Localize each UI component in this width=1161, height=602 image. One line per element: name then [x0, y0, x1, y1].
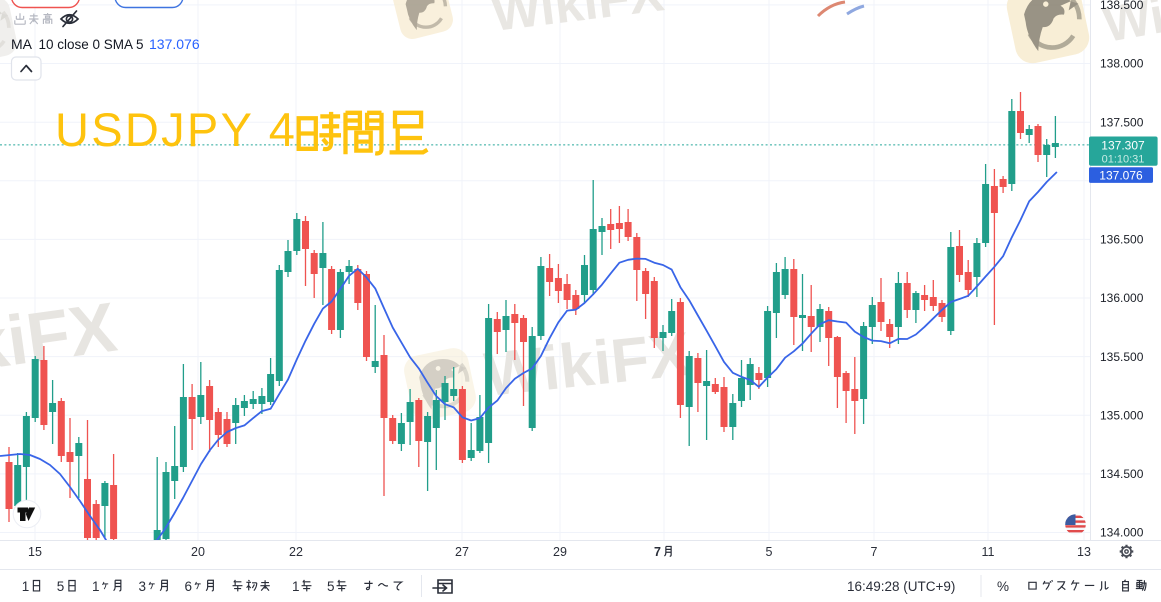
svg-text:135.000: 135.000	[1100, 408, 1144, 422]
svg-text:6: 6	[185, 579, 193, 594]
svg-text:137.500: 137.500	[1100, 115, 1144, 129]
svg-text:135.500: 135.500	[1100, 350, 1144, 364]
svg-text:1: 1	[22, 579, 30, 594]
svg-text:1: 1	[292, 579, 300, 594]
svg-text:5: 5	[766, 545, 773, 559]
svg-text:27: 27	[455, 545, 469, 559]
svg-text:MA: MA	[11, 36, 33, 52]
svg-text:22: 22	[289, 545, 303, 559]
svg-text:11: 11	[982, 545, 995, 559]
svg-text:134.000: 134.000	[1100, 526, 1144, 540]
svg-text:29: 29	[553, 545, 567, 559]
svg-text:138.000: 138.000	[1100, 57, 1144, 71]
svg-text:7: 7	[871, 545, 878, 559]
svg-text:15: 15	[28, 545, 42, 559]
svg-text:5: 5	[57, 579, 65, 594]
svg-text:134.500: 134.500	[1100, 467, 1144, 481]
svg-text:5: 5	[327, 579, 335, 594]
svg-text:WikiFX: WikiFX	[1099, 0, 1161, 53]
svg-text:20: 20	[191, 545, 205, 559]
svg-text:USDJPY 4: USDJPY 4	[55, 103, 297, 156]
svg-text:136.500: 136.500	[1100, 233, 1144, 247]
svg-text:1: 1	[92, 579, 100, 594]
svg-text:7: 7	[654, 545, 661, 559]
svg-text:3: 3	[139, 579, 147, 594]
svg-text:13: 13	[1077, 545, 1091, 559]
svg-text:%: %	[997, 579, 1009, 594]
svg-text:137.076: 137.076	[1099, 168, 1143, 182]
svg-text:137.307: 137.307	[1101, 139, 1145, 153]
svg-text:138.500: 138.500	[1100, 0, 1144, 12]
svg-text:136.000: 136.000	[1100, 291, 1144, 305]
svg-text:16:49:28 (UTC+9): 16:49:28 (UTC+9)	[847, 579, 955, 594]
svg-text:137.076: 137.076	[149, 36, 200, 52]
svg-text:10 close 0 SMA 5: 10 close 0 SMA 5	[39, 37, 144, 52]
svg-text:01:10:31: 01:10:31	[1102, 154, 1145, 166]
